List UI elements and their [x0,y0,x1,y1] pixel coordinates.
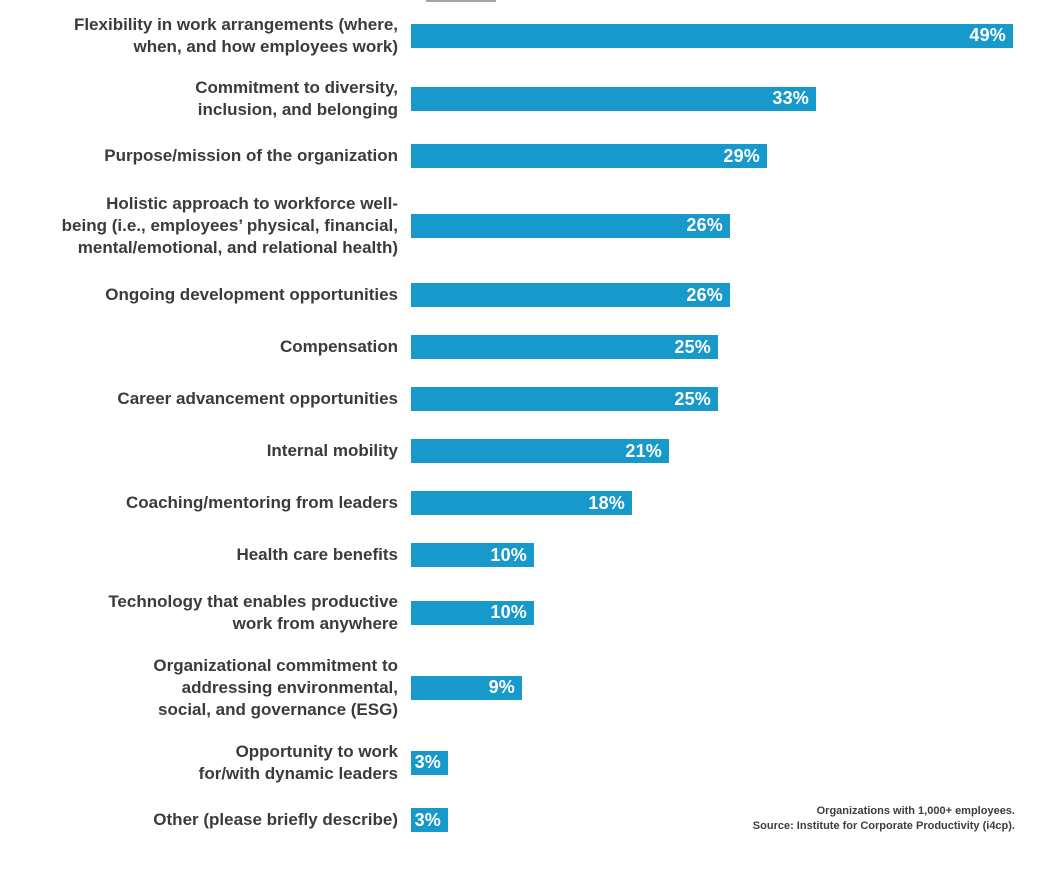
value-label: 25% [674,388,711,409]
bar: 10% [411,600,534,625]
bar-row: Ongoing development opportunities 26% [0,269,1049,321]
bar-row: Coaching/mentoring from leaders 18% [0,477,1049,529]
value-label: 10% [490,602,527,622]
category-label: Other (please briefly describe) [0,809,398,831]
category-label-line: being (i.e., employees’ physical, financ… [61,215,398,235]
value-label: 9% [488,677,515,697]
category-label: Internal mobility [0,440,398,462]
bar-track: 25% [398,335,1049,359]
category-label-line: Other (please briefly describe) [153,810,398,829]
bar: 10% [411,543,534,567]
bar-track: 25% [398,387,1049,411]
bar-row: Compensation 25% [0,321,1049,373]
bar-row: Technology that enables productive work f… [0,581,1049,644]
category-label-line: Coaching/mentoring from leaders [125,493,398,512]
source-note: Organizations with 1,000+ employees. Sou… [753,804,1015,834]
source-note-line-2: Source: Institute for Corporate Producti… [752,820,1015,832]
category-label-line: Compensation [279,337,398,356]
value-label: 29% [723,145,760,166]
category-label: Flexibility in work arrangements (where,… [0,14,398,58]
category-label: Technology that enables productive work f… [0,591,398,635]
bar-row: Other (please briefly describe) 3% [0,794,1049,846]
bar: 9% [411,675,522,700]
bar: 29% [411,144,767,168]
category-label: Commitment to diversity, inclusion, and b… [0,77,398,121]
category-label-line: Organizational commitment to [153,655,398,675]
category-label-line: Commitment to diversity, [195,77,398,97]
category-label: Health care benefits [0,544,398,566]
top-crop-artifact [426,0,496,2]
category-label-line: Purpose/mission of the organization [104,146,398,165]
value-label: 21% [625,440,662,461]
bar-track: 3% [398,750,1049,775]
bar: 25% [411,335,718,359]
bar-track: 26% [398,213,1049,238]
bar-row: Commitment to diversity, inclusion, and b… [0,67,1049,130]
bar-row: Career advancement opportunities 25% [0,373,1049,425]
category-label: Opportunity to work for/with dynamic lead… [0,741,398,785]
category-label: Career advancement opportunities [0,388,398,410]
bar-track: 9% [398,675,1049,700]
category-label-line: social, and governance (ESG) [158,699,398,719]
bar: 25% [411,387,718,411]
bar-track: 18% [398,491,1049,515]
bar-row: Purpose/mission of the organization 29% [0,130,1049,182]
category-label-line: inclusion, and belonging [197,99,398,119]
bar: 26% [411,213,730,238]
bar: 3% [411,750,448,775]
bar-track: 33% [398,86,1049,111]
category-label: Holistic approach to workforce well-bein… [0,193,398,259]
value-label: 25% [674,336,711,357]
bar-track: 21% [398,439,1049,463]
category-label-line: when, and how employees work) [133,36,399,56]
category-label-line: Technology that enables productive [108,591,398,611]
bar-track: 29% [398,144,1049,168]
category-label: Ongoing development opportunities [0,284,398,306]
category-label-line: Holistic approach to workforce well- [106,193,398,213]
category-label-line: Health care benefits [236,545,398,564]
bar: 49% [411,23,1013,48]
bar-track: 10% [398,600,1049,625]
category-label: Compensation [0,336,398,358]
bar: 33% [411,86,816,111]
bar-row: Internal mobility 21% [0,425,1049,477]
bar: 21% [411,439,669,463]
value-label: 10% [490,544,527,565]
bar-row: Opportunity to work for/with dynamic lead… [0,731,1049,794]
category-label-line: Ongoing development opportunities [105,285,398,304]
bar-track: 49% [398,23,1049,48]
value-label: 26% [686,215,723,235]
bar-row: Holistic approach to workforce well-bein… [0,182,1049,269]
value-label: 3% [414,752,441,772]
bar-chart: Flexibility in work arrangements (where,… [0,4,1049,846]
category-label-line: Career advancement opportunities [117,389,398,408]
category-label-line: Flexibility in work arrangements (where, [73,14,398,34]
source-note-line-1: Organizations with 1,000+ employees. [816,805,1015,817]
category-label: Coaching/mentoring from leaders [0,492,398,514]
category-label-line: work from anywhere [232,613,398,633]
bar-track: 10% [398,543,1049,567]
category-label-line: addressing environmental, [181,677,398,697]
bar-track: 3% [398,808,1049,832]
bar: 18% [411,491,632,515]
value-label: 3% [414,809,441,830]
category-label-line: Opportunity to work [235,741,398,761]
category-label-line: Internal mobility [266,441,398,460]
value-label: 18% [588,492,625,513]
bar: 3% [411,808,448,832]
bar-row: Health care benefits 10% [0,529,1049,581]
bar-row: Flexibility in work arrangements (where,… [0,4,1049,67]
bar-track: 26% [398,283,1049,307]
value-label: 49% [969,25,1006,45]
category-label: Organizational commitment to addressing e… [0,655,398,721]
category-label: Purpose/mission of the organization [0,145,398,167]
value-label: 33% [772,88,809,108]
bar-row: Organizational commitment to addressing e… [0,644,1049,731]
value-label: 26% [686,284,723,305]
category-label-line: mental/emotional, and relational health) [77,237,398,257]
category-label-line: for/with dynamic leaders [198,763,398,783]
bar: 26% [411,283,730,307]
